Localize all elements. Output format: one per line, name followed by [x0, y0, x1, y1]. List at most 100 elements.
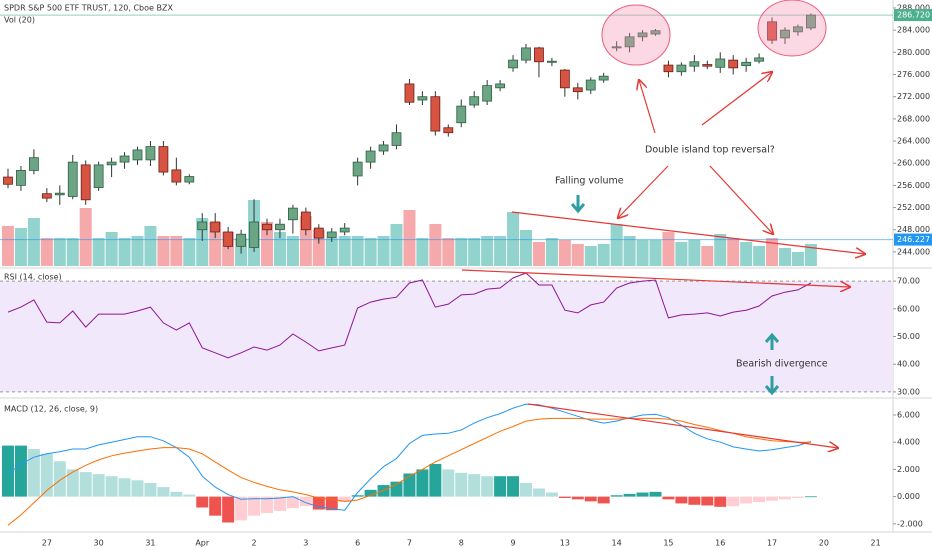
annotation: Falling volume [555, 176, 624, 187]
macd-histogram-bar [494, 476, 507, 497]
candle-body [637, 32, 648, 38]
macd-histogram-bar [532, 488, 545, 497]
candle-body [313, 227, 324, 239]
volume-bar [610, 224, 623, 266]
candle-body [430, 96, 441, 132]
x-tick-label: 2 [252, 539, 257, 548]
x-tick-label: 30 [94, 539, 104, 548]
teal-arrow [764, 332, 780, 350]
volume-bar [79, 208, 92, 266]
volume-bar [338, 236, 351, 266]
annotation: Double island top reversal? [645, 145, 775, 156]
macd-histogram-bar [558, 496, 571, 498]
candle-body [585, 79, 596, 91]
volume-bar [144, 226, 157, 266]
macd-histogram-bar [584, 496, 597, 502]
volume-bar [494, 236, 507, 266]
drawings: Double island top reversal? Falling volu… [461, 0, 865, 448]
macd-histogram-bar [571, 496, 584, 500]
volume-bar [623, 236, 636, 266]
macd-histogram-bar [40, 453, 53, 497]
macd-histogram-bar [66, 469, 79, 497]
volume-bar [403, 210, 416, 266]
macd-histogram-bar [299, 496, 312, 507]
candle-body [223, 231, 234, 247]
price-label-box [894, 233, 932, 246]
macd-histogram-bar [455, 472, 468, 497]
y-tick-label: 268.000 [897, 114, 930, 123]
macd-histogram-bar [675, 496, 688, 504]
candle-body [624, 36, 635, 48]
candle-body [469, 96, 480, 106]
arrow [639, 80, 656, 134]
volume-bar [662, 232, 675, 266]
volume-bar [545, 238, 558, 266]
x-tick-label: 8 [459, 539, 464, 548]
y-tick-label: 50.00 [897, 332, 920, 341]
candle-body [106, 161, 117, 166]
y-tick-label: 4.000 [897, 438, 920, 447]
candle-body [236, 233, 247, 247]
macd-histogram-bar [779, 496, 791, 500]
macd-histogram-bar [118, 478, 131, 497]
candle-body [793, 26, 803, 33]
candle-body [158, 146, 169, 173]
macd-histogram-bar [740, 496, 753, 504]
y-tick-label: 260.000 [897, 159, 930, 168]
candle-body [754, 57, 764, 62]
x-tick-label: 17 [767, 539, 777, 548]
candle-body [456, 105, 467, 124]
y-tick-label: 264.000 [897, 137, 930, 146]
macd-histogram-bar [623, 493, 636, 497]
volume-bar [377, 236, 390, 266]
candle-body [326, 231, 337, 238]
candle-body [663, 64, 674, 73]
price-label: 286.720 [897, 11, 930, 20]
volume-bar [157, 236, 170, 266]
trendline [527, 403, 838, 448]
volume-bar [92, 238, 105, 266]
y-tick-label: 288.000 [897, 3, 930, 12]
macd-histogram-bar [196, 496, 209, 508]
x-tick-label: 6 [355, 539, 360, 548]
macd-histogram-bar [791, 496, 804, 498]
y-tick-label: 256.000 [897, 181, 930, 190]
volume-bar [273, 232, 286, 266]
macd-histogram-bar [429, 463, 442, 497]
macd-histogram-bar [688, 496, 701, 505]
volume-bar [649, 240, 662, 266]
volume-bar [520, 230, 532, 266]
y-tick-label: 60.00 [897, 304, 920, 313]
y-tick-label: 272.000 [897, 92, 930, 101]
candle-body [611, 46, 622, 49]
volume-bar [351, 236, 364, 266]
macd-histogram-bar [649, 491, 662, 497]
candle-body [806, 14, 816, 29]
macd-histogram-bar [248, 496, 261, 516]
arrow [618, 165, 669, 218]
candle-body [547, 60, 557, 63]
volume-bar [170, 236, 183, 266]
macd-histogram-bar [144, 483, 157, 497]
x-tick-label: 7 [407, 539, 412, 548]
candle-body [28, 157, 39, 171]
volume-bar [727, 238, 740, 266]
candle-body [495, 83, 506, 89]
volume-bar [53, 238, 66, 266]
volume-bar [118, 238, 131, 266]
volume-bar [66, 238, 79, 266]
volume-bar [558, 240, 571, 266]
candle-body [41, 193, 52, 199]
macd-histogram-bar [261, 496, 273, 513]
candle-body [119, 155, 130, 163]
macd-histogram-bar [105, 476, 118, 497]
candle-body [378, 144, 389, 152]
candle-body [572, 87, 583, 93]
volume-bar [2, 226, 14, 266]
chart-title: SPDR S&P 500 ETF TRUST, 120, Cboe BZX [4, 4, 173, 13]
macd-histogram-bar [27, 448, 40, 497]
candle-body [702, 64, 713, 67]
volume-bar [675, 242, 688, 266]
macd-histogram-bar [79, 472, 92, 497]
candle-body [197, 221, 208, 231]
